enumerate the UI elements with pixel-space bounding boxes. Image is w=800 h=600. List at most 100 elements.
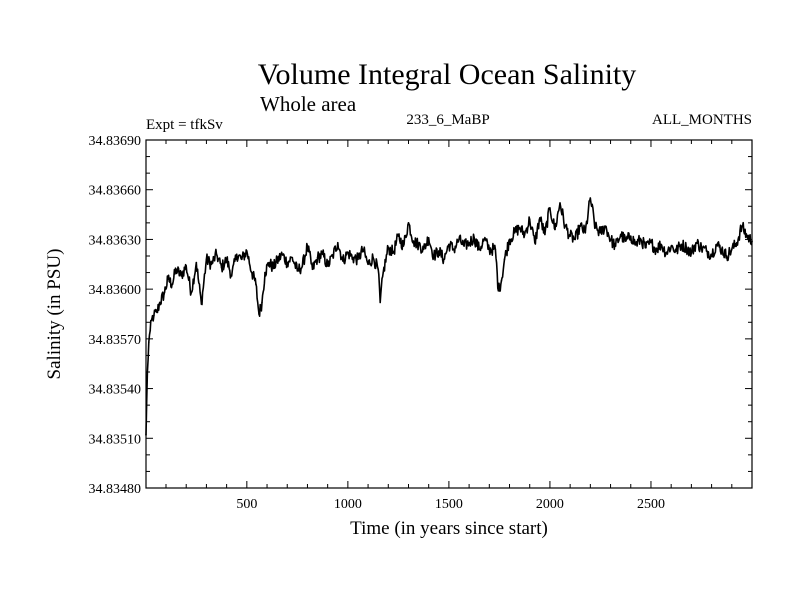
series-point bbox=[554, 228, 556, 231]
y-tick-label: 34.83540 bbox=[89, 383, 142, 398]
series-point bbox=[175, 268, 177, 271]
series-point bbox=[513, 232, 516, 234]
months-label: ALL_MONTHS bbox=[652, 112, 752, 128]
series-point bbox=[167, 278, 169, 281]
series-point bbox=[463, 245, 465, 247]
series-point bbox=[180, 275, 182, 277]
series-point bbox=[700, 246, 703, 249]
y-tick-label: 34.83570 bbox=[89, 333, 142, 348]
series-point bbox=[523, 233, 526, 236]
series-point bbox=[352, 256, 354, 259]
series-point bbox=[695, 241, 698, 244]
series-point bbox=[468, 241, 470, 244]
series-point bbox=[407, 222, 410, 224]
series-point bbox=[397, 235, 400, 237]
y-tick-label: 34.83630 bbox=[89, 233, 142, 248]
series-point bbox=[210, 263, 213, 266]
series-point bbox=[235, 253, 238, 256]
series-point bbox=[301, 265, 304, 267]
series-point bbox=[655, 248, 657, 251]
y-axis-ticks: 34.83480 34.83510 34.83540 34.83570 34.83600… bbox=[89, 134, 752, 497]
series-point bbox=[483, 238, 486, 241]
series-point bbox=[387, 246, 390, 249]
y-tick-label: 34.83510 bbox=[89, 432, 142, 447]
series-point bbox=[614, 245, 617, 247]
series-point bbox=[432, 255, 435, 257]
series-point bbox=[336, 241, 339, 244]
plot-frame bbox=[145, 139, 753, 489]
series-point bbox=[281, 253, 283, 256]
series-point bbox=[650, 241, 652, 244]
series-point bbox=[473, 236, 475, 239]
series-point bbox=[518, 227, 521, 229]
x-tick-label: 1000 bbox=[334, 497, 362, 512]
series-point bbox=[730, 248, 733, 251]
series-point bbox=[589, 197, 592, 199]
series-point bbox=[497, 290, 500, 292]
series-point bbox=[741, 225, 743, 227]
series-point bbox=[153, 314, 155, 317]
series-point bbox=[246, 250, 248, 252]
series-point bbox=[149, 329, 152, 332]
series-point bbox=[163, 293, 165, 295]
series-point bbox=[500, 280, 503, 282]
series-point bbox=[296, 270, 299, 272]
run-label: 233_6_MaBP bbox=[406, 112, 489, 128]
series-point bbox=[225, 258, 228, 261]
series-point bbox=[195, 261, 198, 264]
series-point bbox=[736, 241, 738, 244]
series-point bbox=[508, 238, 511, 241]
series-point bbox=[331, 255, 334, 257]
series-point bbox=[665, 251, 667, 254]
series-point bbox=[261, 301, 263, 304]
series-point bbox=[321, 253, 324, 256]
series-point bbox=[251, 271, 253, 274]
series-point bbox=[185, 265, 188, 267]
series-point bbox=[675, 250, 678, 252]
series-point bbox=[685, 246, 688, 249]
x-tick-label: 500 bbox=[236, 497, 257, 512]
series-point bbox=[599, 232, 602, 234]
series-point bbox=[604, 225, 607, 227]
series-point bbox=[412, 240, 415, 242]
series-point bbox=[156, 311, 158, 314]
series-point bbox=[443, 258, 445, 261]
series-point bbox=[347, 251, 349, 254]
series-point bbox=[528, 218, 531, 221]
series-point bbox=[478, 248, 481, 251]
series-group bbox=[145, 197, 753, 436]
series-point bbox=[372, 256, 374, 259]
series-point bbox=[559, 202, 561, 204]
series-line bbox=[145, 197, 753, 436]
series-point bbox=[564, 225, 566, 227]
series-point bbox=[619, 233, 622, 236]
series-point bbox=[367, 263, 369, 266]
series-point bbox=[306, 245, 309, 247]
experiment-label: Expt = tfkSv bbox=[146, 117, 223, 133]
series-point bbox=[357, 258, 359, 261]
y-tick-label: 34.83660 bbox=[89, 184, 142, 199]
series-point bbox=[146, 371, 149, 373]
series-point bbox=[159, 301, 161, 304]
chart-title: Volume Integral Ocean Salinity bbox=[258, 58, 637, 91]
series-point bbox=[382, 271, 385, 274]
series-point bbox=[276, 260, 278, 262]
series-point bbox=[200, 303, 203, 305]
series-point bbox=[220, 266, 223, 269]
x-tick-label: 1500 bbox=[435, 497, 463, 512]
series-point bbox=[258, 313, 260, 315]
series-point bbox=[539, 217, 541, 219]
series-point bbox=[549, 207, 551, 209]
series-point bbox=[342, 260, 344, 262]
series-point bbox=[190, 291, 193, 294]
series-point bbox=[286, 261, 289, 264]
series-point bbox=[746, 235, 748, 237]
series-point bbox=[574, 238, 576, 241]
series-point bbox=[230, 275, 233, 277]
series-point bbox=[448, 243, 450, 246]
series-point bbox=[594, 227, 597, 229]
y-tick-label: 34.83690 bbox=[89, 134, 142, 149]
series-point bbox=[640, 238, 642, 241]
series-point bbox=[635, 243, 637, 246]
